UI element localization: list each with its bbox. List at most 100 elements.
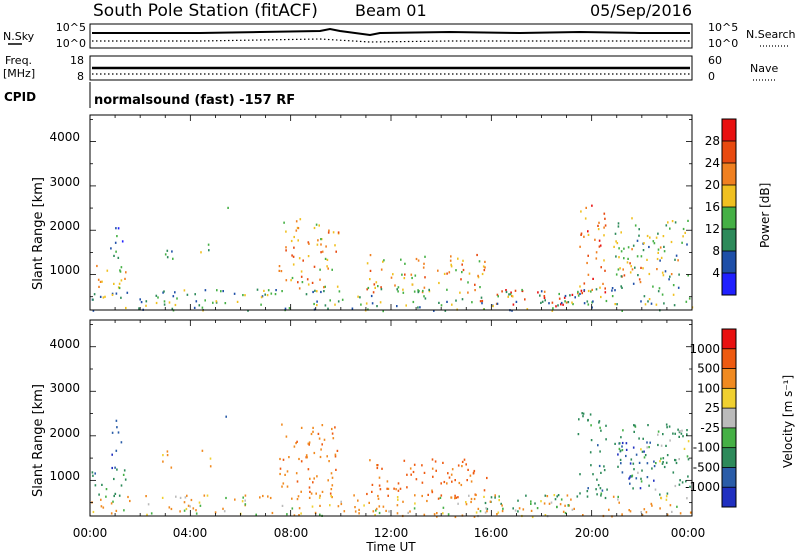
scatter-cell <box>433 309 435 312</box>
scatter-cell <box>311 281 314 284</box>
scatter-cell <box>111 453 113 456</box>
scatter-cell <box>637 471 639 474</box>
scatter-cell <box>587 303 590 306</box>
scatter-cell <box>552 307 554 310</box>
scatter-cell <box>612 495 615 498</box>
scatter-cell <box>668 278 670 281</box>
scatter-cell <box>417 289 419 292</box>
scatter-cell <box>481 299 484 303</box>
power-y-tick-4000: 4000 <box>49 130 80 144</box>
scatter-cell <box>431 489 433 492</box>
scatter-cell <box>470 497 473 501</box>
beam-label: Beam 01 <box>355 1 427 20</box>
scatter-cell <box>204 289 207 292</box>
scatter-cell <box>423 286 426 289</box>
scatter-cell <box>640 266 642 269</box>
scatter-cell <box>162 460 164 463</box>
scatter-cell <box>644 454 647 457</box>
scatter-cell <box>591 288 593 291</box>
scatter-cell <box>203 494 206 497</box>
scatter-cell <box>600 429 602 432</box>
scatter-cell <box>556 506 558 509</box>
scatter-cell <box>461 271 463 274</box>
scatter-cell <box>410 473 412 476</box>
scatter-cell <box>340 502 343 506</box>
scatter-cell <box>492 305 494 308</box>
scatter-cell <box>424 276 426 279</box>
scatter-cell <box>312 430 314 433</box>
scatter-cell <box>307 468 310 471</box>
scatter-cell <box>522 508 525 511</box>
scatter-cell <box>648 446 650 449</box>
scatter-cell <box>602 282 604 285</box>
scatter-cell <box>383 259 385 262</box>
scatter-cell <box>479 510 482 513</box>
scatter-cell <box>618 256 620 259</box>
scatter-cell <box>297 227 300 230</box>
scatter-cell <box>555 305 557 308</box>
scatter-cell <box>374 286 376 289</box>
scatter-cell <box>586 300 589 303</box>
scatter-cell <box>320 290 322 294</box>
scatter-cell <box>369 269 372 272</box>
scatter-cell <box>163 303 166 306</box>
scatter-cell <box>366 288 368 291</box>
colorbar-tick-label: 4 <box>712 266 720 280</box>
scatter-cell <box>649 236 651 239</box>
n-search-label: N.Search <box>746 28 796 41</box>
scatter-cell <box>587 233 590 236</box>
scatter-cell <box>564 294 567 298</box>
scatter-cell <box>225 496 227 500</box>
scatter-cell <box>631 268 634 271</box>
freq-label-line1: Freq. <box>5 54 32 67</box>
scatter-cell <box>477 507 480 510</box>
scatter-cell <box>509 293 512 296</box>
scatter-cell <box>382 310 384 313</box>
scatter-cell <box>120 441 123 444</box>
scatter-cell <box>686 433 688 436</box>
scatter-cell <box>297 281 299 284</box>
scatter-cell <box>629 476 631 479</box>
scatter-cell <box>299 218 302 221</box>
scatter-cell <box>659 460 661 463</box>
colorbar-segment <box>722 408 736 428</box>
scatter-cell <box>677 428 679 431</box>
scatter-cell <box>401 273 403 276</box>
scatter-cell <box>586 261 588 265</box>
scatter-cell <box>397 498 399 501</box>
scatter-cell <box>161 496 164 499</box>
scatter-cell <box>394 284 396 287</box>
scatter-cell <box>646 234 649 238</box>
scatter-cell <box>300 270 303 273</box>
scatter-cell <box>97 278 100 281</box>
scatter-cell <box>140 301 143 304</box>
scatter-cell <box>440 482 442 485</box>
search-tick-top: 10^5 <box>708 21 738 34</box>
scatter-cell <box>380 286 382 289</box>
scatter-cell <box>641 514 644 517</box>
scatter-cell <box>387 494 389 497</box>
scatter-cell <box>651 467 653 470</box>
scatter-cell <box>512 303 515 306</box>
scatter-cell <box>259 496 261 499</box>
scatter-cell <box>201 449 204 452</box>
scatter-cell <box>207 243 210 246</box>
scatter-cell <box>337 300 340 303</box>
scatter-cell <box>618 247 620 250</box>
scatter-cell <box>650 502 653 505</box>
scatter-cell <box>331 476 334 479</box>
scatter-cell <box>101 280 103 283</box>
scatter-cell <box>632 244 635 247</box>
scatter-cell <box>187 504 190 507</box>
scatter-cell <box>640 255 643 258</box>
scatter-cell <box>657 251 659 254</box>
scatter-cell <box>318 224 320 227</box>
scatter-cell <box>629 482 631 485</box>
scatter-cell <box>162 454 164 457</box>
n-sky-label: N.Sky <box>3 30 35 43</box>
scatter-cell <box>145 304 147 307</box>
scatter-cell <box>147 503 150 506</box>
scatter-cell <box>560 498 563 501</box>
scatter-cell <box>410 273 413 276</box>
scatter-cell <box>472 471 475 474</box>
